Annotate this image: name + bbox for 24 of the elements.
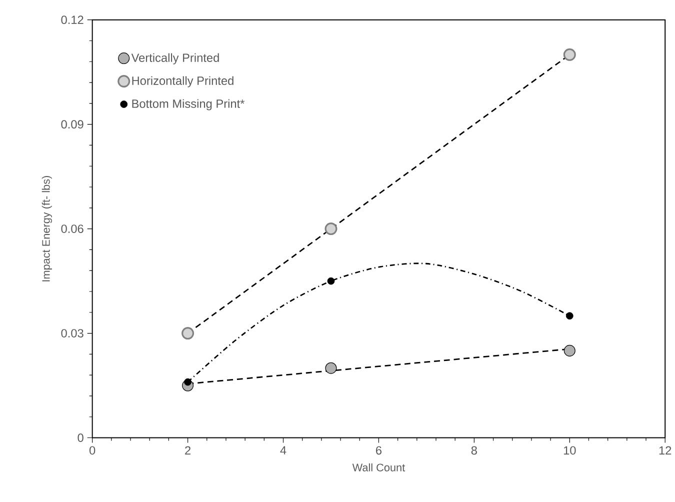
x-tick-label: 10 [564,446,576,454]
y-tick-label: 0.06 [61,224,84,233]
x-tick-label: 4 [280,446,286,454]
point [563,48,576,61]
x-tick-label: 6 [376,446,382,454]
legend-label: Vertically Printed [131,53,219,64]
point [564,344,576,356]
y-tick-label: 0.03 [61,328,84,338]
x-tick-label: 0 [89,446,96,454]
y-axis-title: Impact Energy (ft- lbs) [42,176,52,282]
y-tick-label: 0 [78,433,84,442]
x-tick-label: 2 [185,446,190,454]
x-tick-label: 8 [471,446,477,454]
point [325,362,337,374]
point [182,326,194,340]
x-axis-title: Wall Count [352,463,406,472]
legend-label: Bottom Missing Print* [132,99,245,110]
point [324,222,338,235]
y-tick-label: 0.12 [61,16,84,24]
x-tick-label: 12 [659,446,672,454]
point [566,312,574,320]
legend-label: Horizontally Printed [132,76,234,88]
y-tick-label: 0.09 [61,120,84,128]
point [327,277,335,285]
